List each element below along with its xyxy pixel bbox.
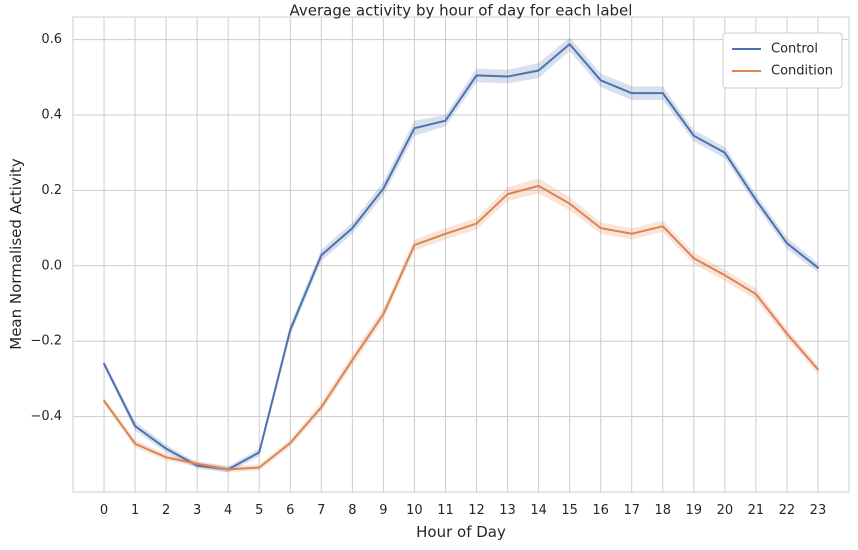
x-tick-labels: 0 1 2 3 4 5 6 7 8 9 10 11 12 13 14 15 16 17 18 19 20 21 22 23 — [100, 503, 826, 518]
y-tick-label: 0.4 — [41, 108, 62, 123]
plot-frame — [72, 16, 850, 493]
legend: Control Condition — [722, 32, 843, 89]
x-tick-label: 20 — [717, 503, 734, 518]
y-grid — [73, 39, 849, 418]
y-tick-labels: −0.4 −0.2 0.0 0.2 0.4 0.6 — [30, 32, 62, 424]
x-tick-label: 16 — [592, 503, 609, 518]
x-tick-label: 10 — [406, 503, 423, 518]
x-tick-label: 6 — [286, 503, 294, 518]
x-axis-title: Hour of Day — [416, 523, 506, 541]
x-grid — [103, 17, 819, 492]
x-tick-label: 14 — [530, 503, 547, 518]
x-tick-label: 7 — [317, 503, 325, 518]
series-line-condition — [103, 184, 819, 471]
y-axis-title: Mean Normalised Activity — [7, 158, 25, 350]
x-tick-label: 9 — [379, 503, 387, 518]
y-tick-label: 0.2 — [41, 183, 62, 198]
x-tick-label: 11 — [437, 503, 454, 518]
x-tick-label: 1 — [131, 503, 139, 518]
legend-label-control: Control — [771, 42, 818, 57]
x-tick-label: 21 — [748, 503, 765, 518]
x-tick-label: 17 — [623, 503, 640, 518]
x-tick-label: 4 — [224, 503, 232, 518]
legend-box — [722, 32, 843, 89]
chart-title: Average activity by hour of day for each… — [290, 2, 633, 20]
x-tick-label: 2 — [162, 503, 170, 518]
x-tick-label: 23 — [810, 503, 827, 518]
legend-label-condition: Condition — [771, 64, 833, 79]
plot-area — [73, 17, 849, 492]
x-tick-label: 3 — [193, 503, 201, 518]
series-lines — [103, 43, 819, 471]
y-tick-label: 0.0 — [41, 258, 62, 273]
y-tick-label: −0.4 — [30, 409, 62, 424]
x-tick-label: 22 — [779, 503, 796, 518]
x-tick-label: 15 — [561, 503, 578, 518]
x-tick-label: 19 — [686, 503, 703, 518]
x-tick-label: 13 — [499, 503, 516, 518]
y-tick-label: 0.6 — [41, 32, 62, 47]
x-tick-label: 18 — [654, 503, 671, 518]
y-tick-label: −0.2 — [30, 334, 62, 349]
x-tick-label: 8 — [348, 503, 356, 518]
x-tick-label: 12 — [468, 503, 485, 518]
x-tick-label: 0 — [100, 503, 108, 518]
x-tick-label: 5 — [255, 503, 263, 518]
